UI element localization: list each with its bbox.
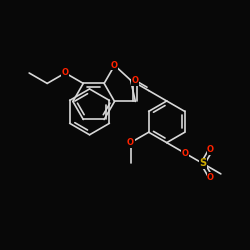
Text: O: O bbox=[181, 148, 188, 158]
Text: O: O bbox=[111, 61, 118, 70]
Text: O: O bbox=[62, 68, 69, 78]
Text: O: O bbox=[207, 172, 214, 182]
Text: O: O bbox=[127, 138, 134, 147]
Text: S: S bbox=[199, 158, 206, 168]
Text: O: O bbox=[207, 146, 214, 154]
Text: O: O bbox=[132, 76, 139, 85]
